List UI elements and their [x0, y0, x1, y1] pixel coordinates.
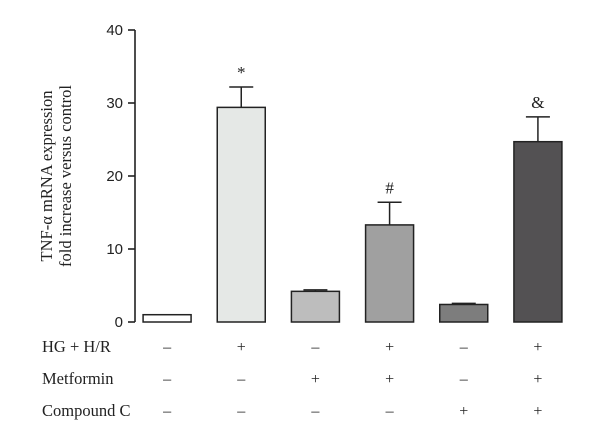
- condition-sign: +: [311, 371, 320, 388]
- bar: [513, 140, 563, 323]
- condition-label: HG + H/R: [42, 337, 111, 356]
- significance-mark: &: [531, 93, 544, 112]
- y-tick-label: 0: [115, 314, 123, 331]
- y-tick-label: 20: [106, 168, 123, 185]
- bar: [216, 106, 266, 323]
- condition-sign: +: [533, 371, 542, 388]
- condition-label: Compound C: [42, 401, 130, 420]
- bar: [439, 303, 489, 323]
- y-axis-label: TNF-α mRNA expression fold increase vers…: [37, 85, 75, 267]
- condition-sign: –: [236, 371, 246, 388]
- bar: [290, 290, 341, 323]
- y-axis: 0 10 20 30 40: [106, 22, 136, 331]
- significance-annotations: * # &: [237, 63, 545, 197]
- condition-sign: –: [162, 339, 172, 356]
- bars: [142, 106, 563, 323]
- condition-sign: +: [459, 403, 468, 420]
- condition-sign: –: [459, 339, 469, 356]
- condition-sign: +: [385, 339, 394, 356]
- condition-sign: +: [385, 371, 394, 388]
- condition-sign: –: [162, 371, 172, 388]
- condition-sign: +: [533, 339, 542, 356]
- condition-table: HG + H/R – + – + – + Metformin – – + + – + Compound C –…: [42, 337, 542, 420]
- significance-mark: *: [237, 63, 246, 82]
- bar: [364, 224, 415, 323]
- significance-mark: #: [385, 178, 394, 197]
- condition-sign: +: [237, 339, 246, 356]
- y-axis-label-line-1: TNF-α mRNA expression: [37, 91, 56, 262]
- error-bars: [229, 86, 550, 305]
- condition-sign: –: [385, 403, 395, 420]
- y-tick-label: 30: [106, 95, 123, 112]
- y-tick-label: 40: [106, 22, 123, 39]
- condition-label: Metformin: [42, 369, 114, 388]
- condition-sign: –: [310, 339, 320, 356]
- condition-sign: +: [533, 403, 542, 420]
- condition-sign: –: [162, 403, 172, 420]
- y-tick-label: 10: [106, 241, 123, 258]
- condition-sign: –: [236, 403, 246, 420]
- y-axis-label-line-2: fold increase versus control: [56, 85, 75, 267]
- condition-sign: –: [310, 403, 320, 420]
- condition-sign: –: [459, 371, 469, 388]
- bar: [142, 313, 192, 323]
